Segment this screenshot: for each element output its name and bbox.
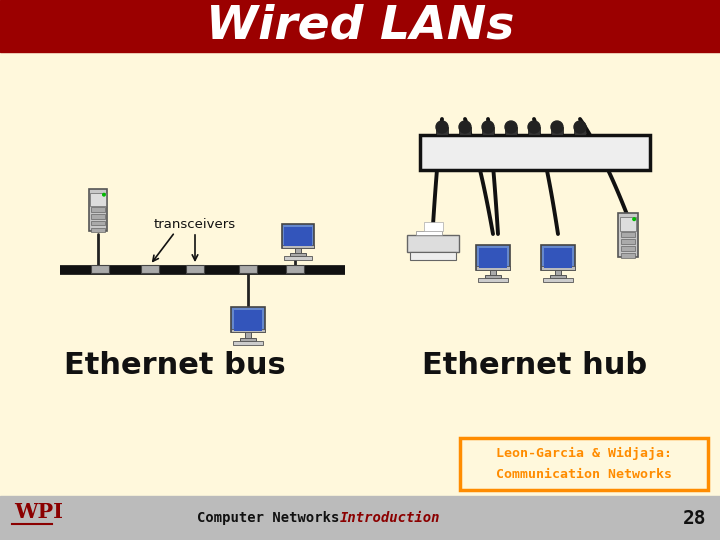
Bar xyxy=(89,189,107,231)
Text: Introduction: Introduction xyxy=(340,511,440,525)
Bar xyxy=(555,269,561,275)
Bar xyxy=(423,222,443,231)
Bar xyxy=(284,256,312,260)
Bar xyxy=(91,207,105,212)
Bar xyxy=(505,127,517,135)
Bar xyxy=(621,246,635,251)
Bar xyxy=(490,269,495,275)
Circle shape xyxy=(103,193,105,196)
Bar xyxy=(91,214,105,219)
Bar xyxy=(186,265,204,273)
Bar xyxy=(550,275,566,278)
Text: Computer Networks: Computer Networks xyxy=(197,511,339,525)
Bar xyxy=(574,127,586,135)
Bar xyxy=(231,329,265,333)
Bar xyxy=(477,245,510,269)
Bar xyxy=(479,248,507,268)
Bar xyxy=(420,135,650,170)
Bar xyxy=(284,227,312,246)
Bar xyxy=(621,232,635,237)
Text: Ethernet bus: Ethernet bus xyxy=(64,350,286,380)
Bar xyxy=(618,213,638,257)
Circle shape xyxy=(633,218,636,220)
Bar xyxy=(482,127,494,135)
Text: Communication Networks: Communication Networks xyxy=(496,468,672,481)
Bar xyxy=(543,278,573,282)
Bar xyxy=(91,265,109,273)
Circle shape xyxy=(574,121,586,133)
Circle shape xyxy=(436,121,448,133)
Bar xyxy=(231,307,265,333)
Bar xyxy=(91,228,105,232)
Bar xyxy=(551,127,563,135)
Bar xyxy=(239,265,257,273)
Text: 28: 28 xyxy=(683,509,707,528)
Bar xyxy=(478,278,508,282)
Circle shape xyxy=(505,121,517,133)
Bar xyxy=(0,496,720,540)
Bar xyxy=(541,245,575,269)
Circle shape xyxy=(459,121,471,133)
Bar xyxy=(621,253,635,258)
Bar xyxy=(485,275,501,278)
Text: WPI: WPI xyxy=(14,502,63,522)
Text: Ethernet hub: Ethernet hub xyxy=(423,350,647,380)
Bar xyxy=(544,248,572,268)
Bar xyxy=(415,231,441,235)
Text: Wired LANs: Wired LANs xyxy=(206,3,514,49)
Bar xyxy=(286,265,304,273)
Bar xyxy=(620,218,636,231)
Bar xyxy=(410,252,456,260)
Bar xyxy=(436,127,448,135)
Bar xyxy=(295,248,300,253)
Bar xyxy=(621,239,635,244)
Bar xyxy=(477,266,510,269)
Circle shape xyxy=(551,121,563,133)
Bar xyxy=(282,224,314,248)
Bar xyxy=(90,193,106,206)
Bar xyxy=(290,253,306,256)
Bar xyxy=(0,0,720,52)
Circle shape xyxy=(528,121,540,133)
Bar xyxy=(91,221,105,225)
Bar xyxy=(240,338,256,341)
Circle shape xyxy=(482,121,494,133)
Bar xyxy=(282,245,314,248)
Bar xyxy=(528,127,540,135)
Text: transceivers: transceivers xyxy=(154,219,236,232)
Bar xyxy=(407,235,459,252)
Text: Leon-Garcia & Widjaja:: Leon-Garcia & Widjaja: xyxy=(496,447,672,460)
Bar xyxy=(233,341,264,345)
Bar xyxy=(233,310,262,330)
Bar xyxy=(141,265,159,273)
FancyBboxPatch shape xyxy=(460,438,708,490)
Bar xyxy=(459,127,471,135)
Bar xyxy=(541,266,575,269)
Bar xyxy=(246,333,251,338)
